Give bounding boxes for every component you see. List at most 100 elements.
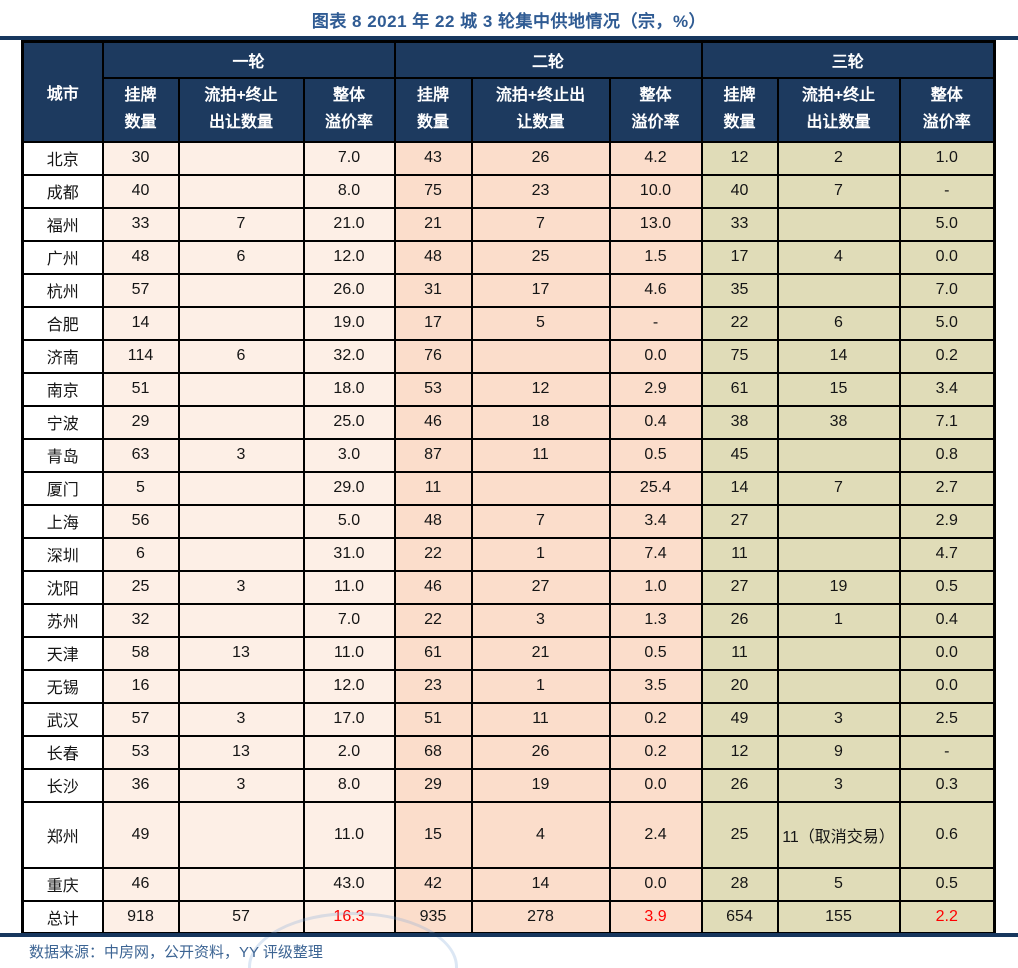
value-cell: 46	[101, 866, 180, 902]
value-cell: 40	[101, 173, 180, 209]
value-cell: 0.5	[608, 635, 703, 671]
value-cell: 2	[776, 140, 901, 176]
value-cell: 155	[776, 899, 901, 935]
value-cell: 8.0	[302, 173, 396, 209]
value-cell	[776, 635, 901, 671]
value-cell: 9	[776, 734, 901, 770]
table-row: 无锡 16 12.0 23 1 3.5 20 0.0	[21, 668, 996, 704]
value-cell: 18.0	[302, 371, 396, 407]
value-cell: 0.4	[608, 404, 703, 440]
value-cell: 43.0	[302, 866, 396, 902]
city-cell: 长沙	[21, 767, 104, 803]
value-cell: 21	[470, 635, 611, 671]
value-cell: 17	[700, 239, 779, 275]
value-cell	[177, 602, 305, 638]
value-cell: 21	[393, 206, 473, 242]
value-cell: 53	[101, 734, 180, 770]
value-cell: 56	[101, 503, 180, 539]
value-cell: 4	[470, 800, 611, 869]
value-cell: 3.4	[898, 371, 996, 407]
value-cell: 3.9	[608, 899, 703, 935]
value-cell: 2.5	[898, 701, 996, 737]
value-cell: 6	[101, 536, 180, 572]
table-row: 天津 58 13 11.0 61 21 0.5 11 0.0	[21, 635, 996, 671]
value-cell	[177, 371, 305, 407]
city-cell: 无锡	[21, 668, 104, 704]
value-cell: 654	[700, 899, 779, 935]
value-cell: 14	[470, 866, 611, 902]
value-cell: 26	[700, 767, 779, 803]
value-cell: 13.0	[608, 206, 703, 242]
value-cell: 7.0	[898, 272, 996, 308]
value-cell: 31	[393, 272, 473, 308]
value-cell: 43	[393, 140, 473, 176]
value-cell: 32	[101, 602, 180, 638]
value-cell: 0.0	[898, 668, 996, 704]
value-cell	[177, 470, 305, 506]
value-cell: 49	[101, 800, 180, 869]
value-cell: 0.5	[898, 569, 996, 605]
value-cell: 0.0	[898, 635, 996, 671]
value-cell: 26	[470, 140, 611, 176]
sub-header: 流拍+终止 出让数量	[177, 76, 305, 143]
city-column-header: 城市	[21, 40, 104, 143]
value-cell: 22	[700, 305, 779, 341]
value-cell: 1.5	[608, 239, 703, 275]
value-cell: 42	[393, 866, 473, 902]
table-row: 深圳 6 31.0 22 1 7.4 11 4.7	[21, 536, 996, 572]
sub-header: 整体 溢价率	[898, 76, 996, 143]
round2-header: 二轮	[393, 40, 703, 79]
value-cell: 6	[776, 305, 901, 341]
value-cell: 46	[393, 404, 473, 440]
value-cell: 935	[393, 899, 473, 935]
city-cell: 福州	[21, 206, 104, 242]
value-cell: 22	[393, 536, 473, 572]
value-cell: 33	[700, 206, 779, 242]
value-cell: 27	[470, 569, 611, 605]
city-cell: 武汉	[21, 701, 104, 737]
bottom-divider	[0, 933, 1018, 937]
value-cell: 0.2	[608, 734, 703, 770]
value-cell: 11	[470, 437, 611, 473]
value-cell: 19	[470, 767, 611, 803]
value-cell: 57	[101, 701, 180, 737]
value-cell: 4.7	[898, 536, 996, 572]
value-cell: 0.8	[898, 437, 996, 473]
city-cell: 合肥	[21, 305, 104, 341]
value-cell	[776, 437, 901, 473]
city-cell: 南京	[21, 371, 104, 407]
value-cell: 1.3	[608, 602, 703, 638]
supply-table: 城市 一轮 二轮 三轮 挂牌 数量 流拍+终止 出让数量 整体 溢价率 挂牌 数…	[21, 40, 997, 935]
table-row: 广州 48 6 12.0 48 25 1.5 17 4 0.0	[21, 239, 996, 275]
value-cell: 29	[393, 767, 473, 803]
value-cell	[177, 404, 305, 440]
sub-header-row: 挂牌 数量 流拍+终止 出让数量 整体 溢价率 挂牌 数量 流拍+终止出 让数量…	[23, 76, 996, 143]
value-cell: 68	[393, 734, 473, 770]
value-cell: 75	[700, 338, 779, 374]
value-cell: 114	[101, 338, 180, 374]
value-cell: 63	[101, 437, 180, 473]
value-cell: 4.2	[608, 140, 703, 176]
value-cell: 1	[470, 536, 611, 572]
value-cell: 5.0	[898, 206, 996, 242]
table-row: 郑州 49 11.0 15 4 2.4 25 11（取消交易） 0.6	[21, 800, 996, 869]
value-cell: 23	[393, 668, 473, 704]
value-cell: 5.0	[302, 503, 396, 539]
value-cell: 13	[177, 635, 305, 671]
value-cell	[776, 536, 901, 572]
value-cell: 0.2	[898, 338, 996, 374]
value-cell: 13	[177, 734, 305, 770]
value-cell: 5	[101, 470, 180, 506]
table-body: 北京 30 7.0 43 26 4.2 12 2 1.0 成都 40 8.0 75 23 10.0 40 7- 福…	[21, 140, 996, 935]
value-cell: 7.4	[608, 536, 703, 572]
value-cell: 2.9	[608, 371, 703, 407]
table-row: 武汉 57 3 17.0 51 11 0.2 49 3 2.5	[21, 701, 996, 737]
value-cell: 918	[101, 899, 180, 935]
value-cell	[776, 272, 901, 308]
value-cell: 15	[776, 371, 901, 407]
value-cell: 2.9	[898, 503, 996, 539]
city-cell: 宁波	[21, 404, 104, 440]
value-cell: 2.0	[302, 734, 396, 770]
value-cell: 28	[700, 866, 779, 902]
